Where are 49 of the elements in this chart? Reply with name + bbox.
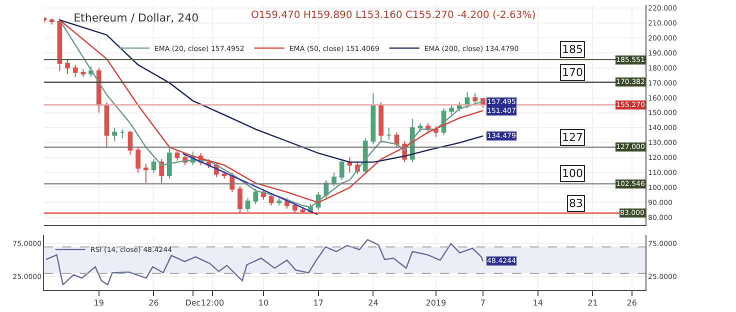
candlestick: [49, 18, 54, 25]
text: Ethereum / Dollar, 240: [74, 12, 199, 25]
annotation: 127: [562, 131, 583, 144]
x-tick-label: 12:00: [201, 298, 224, 308]
candlestick: [472, 92, 478, 104]
candlestick: [136, 146, 140, 174]
line-series: [45, 238, 484, 286]
annotation: 100: [562, 167, 583, 180]
candlestick: [174, 150, 180, 162]
candlestick: [166, 146, 172, 180]
x-tick-label: 24: [368, 298, 378, 308]
candlestick: [80, 68, 86, 78]
candlestick: [370, 92, 376, 145]
annotation: 170: [562, 66, 583, 79]
candlestick: [72, 64, 78, 78]
candlestick: [112, 127, 117, 142]
candlestick: [222, 170, 227, 180]
candlestick: [332, 172, 336, 187]
candlestick: [339, 158, 344, 181]
candlestick: [418, 122, 423, 133]
candlestick: [245, 198, 250, 212]
annotation: 185: [562, 43, 583, 56]
candlestick: [238, 186, 242, 214]
candlestick: [159, 158, 164, 184]
x-tick-label: 2019: [426, 298, 446, 308]
x-tick-label: 10: [258, 298, 269, 308]
candlestick: [449, 104, 454, 115]
x-tick-label: 19: [94, 298, 104, 308]
candlestick: [65, 58, 70, 74]
candlestick: [378, 102, 384, 144]
x-tick-label: 17: [313, 298, 324, 308]
x-tick-label: 14: [532, 298, 543, 308]
candlestick: [386, 127, 392, 140]
x-tick-label: Dec: [185, 298, 201, 308]
candlestick: [120, 128, 125, 139]
x-tick-label: 26: [626, 298, 637, 308]
annotation: 83: [569, 197, 583, 210]
text: O159.470 H159.890 L153.160 C155.270 -4.200 (-2.63%): [251, 10, 536, 21]
candlestick: [57, 18, 62, 72]
x-tick-label: 21: [588, 298, 598, 308]
x-tick-label: 7: [480, 298, 486, 308]
candlestick: [104, 102, 110, 148]
candlestick: [292, 202, 298, 214]
candlestick: [143, 163, 148, 184]
candlestick: [268, 193, 274, 206]
candlestick: [253, 188, 258, 205]
candlestick: [276, 198, 282, 206]
x-tick-label: 26: [148, 298, 159, 308]
candlestick: [151, 158, 156, 174]
